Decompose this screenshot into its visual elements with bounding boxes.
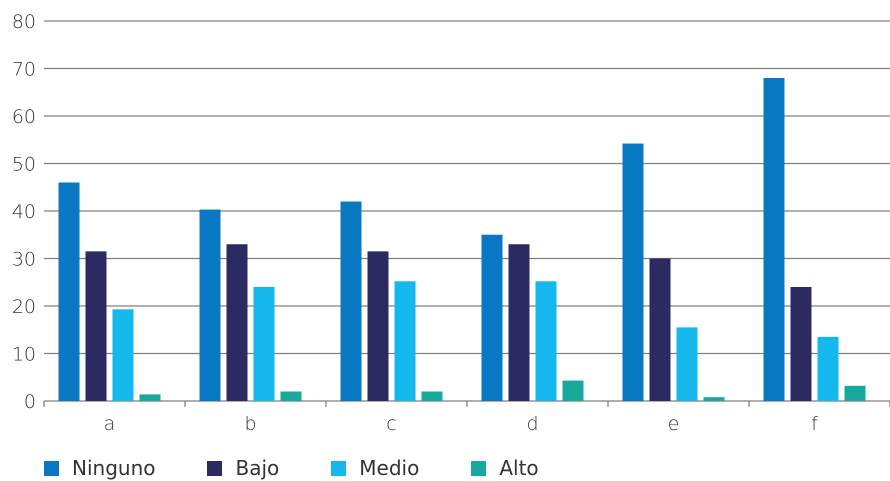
bar-bajo-a: [85, 251, 107, 401]
bar-medio-e: [676, 327, 698, 401]
legend-label-medio: Medio: [359, 456, 420, 480]
bar-medio-b: [253, 287, 275, 401]
y-tick-label: 80: [12, 11, 36, 33]
bar-bajo-f: [790, 287, 812, 401]
y-tick-label: 30: [12, 249, 36, 271]
x-tick-label-e: e: [668, 413, 680, 435]
y-tick-label: 10: [12, 344, 36, 366]
legend-label-bajo: Bajo: [235, 456, 280, 480]
bar-bajo-d: [508, 244, 530, 401]
bar-alto-a: [139, 394, 161, 401]
bar-bajo-e: [649, 258, 671, 401]
x-tick-label-a: a: [104, 413, 116, 435]
bar-alto-d: [562, 380, 584, 401]
y-tick-label: 70: [12, 59, 36, 81]
bar-medio-d: [535, 281, 557, 401]
x-tick-label-c: c: [386, 413, 396, 435]
bar-ninguno-b: [199, 209, 221, 401]
y-tick-label: 0: [24, 391, 36, 413]
y-tick-label: 50: [12, 154, 36, 176]
y-tick-label: 60: [12, 106, 36, 128]
x-tick-label-d: d: [526, 413, 538, 435]
legend-item-ninguno: Ninguno: [44, 456, 155, 480]
y-tick-label: 20: [12, 296, 36, 318]
bar-alto-e: [703, 397, 725, 401]
y-axis-ticks: 0 10 20 30 40 50 60 70 80: [12, 11, 36, 413]
bars: [58, 78, 866, 402]
bar-ninguno-e: [622, 143, 644, 402]
x-tick-label-b: b: [244, 413, 256, 435]
legend-item-medio: Medio: [331, 456, 419, 480]
legend: Ninguno Bajo Medio Alto: [44, 456, 591, 480]
bar-alto-b: [280, 391, 302, 401]
bar-ninguno-d: [481, 234, 503, 401]
bar-medio-c: [394, 281, 416, 401]
bar-ninguno-a: [58, 182, 80, 401]
legend-swatch-alto: [471, 460, 487, 476]
legend-swatch-medio: [331, 460, 347, 476]
bar-chart: 0 10 20 30 40 50 60 70 80 a b c d e f: [12, 11, 890, 435]
bar-alto-f: [844, 385, 866, 401]
legend-item-alto: Alto: [471, 456, 539, 480]
bar-bajo-c: [367, 251, 389, 401]
legend-label-ninguno: Ninguno: [72, 456, 156, 480]
legend-label-alto: Alto: [499, 456, 539, 480]
legend-swatch-bajo: [207, 460, 223, 476]
bar-ninguno-c: [340, 201, 362, 401]
bar-medio-a: [112, 309, 134, 401]
legend-swatch-ninguno: [44, 460, 59, 476]
y-tick-label: 40: [12, 201, 36, 223]
gridlines: [44, 20, 890, 402]
bar-medio-f: [817, 336, 839, 401]
legend-item-bajo: Bajo: [207, 456, 279, 480]
x-axis-ticks: a b c d e f: [43, 401, 890, 435]
x-tick-label-f: f: [811, 413, 818, 435]
bar-ninguno-f: [763, 78, 785, 401]
bar-alto-c: [421, 391, 443, 401]
bar-bajo-b: [226, 244, 248, 401]
